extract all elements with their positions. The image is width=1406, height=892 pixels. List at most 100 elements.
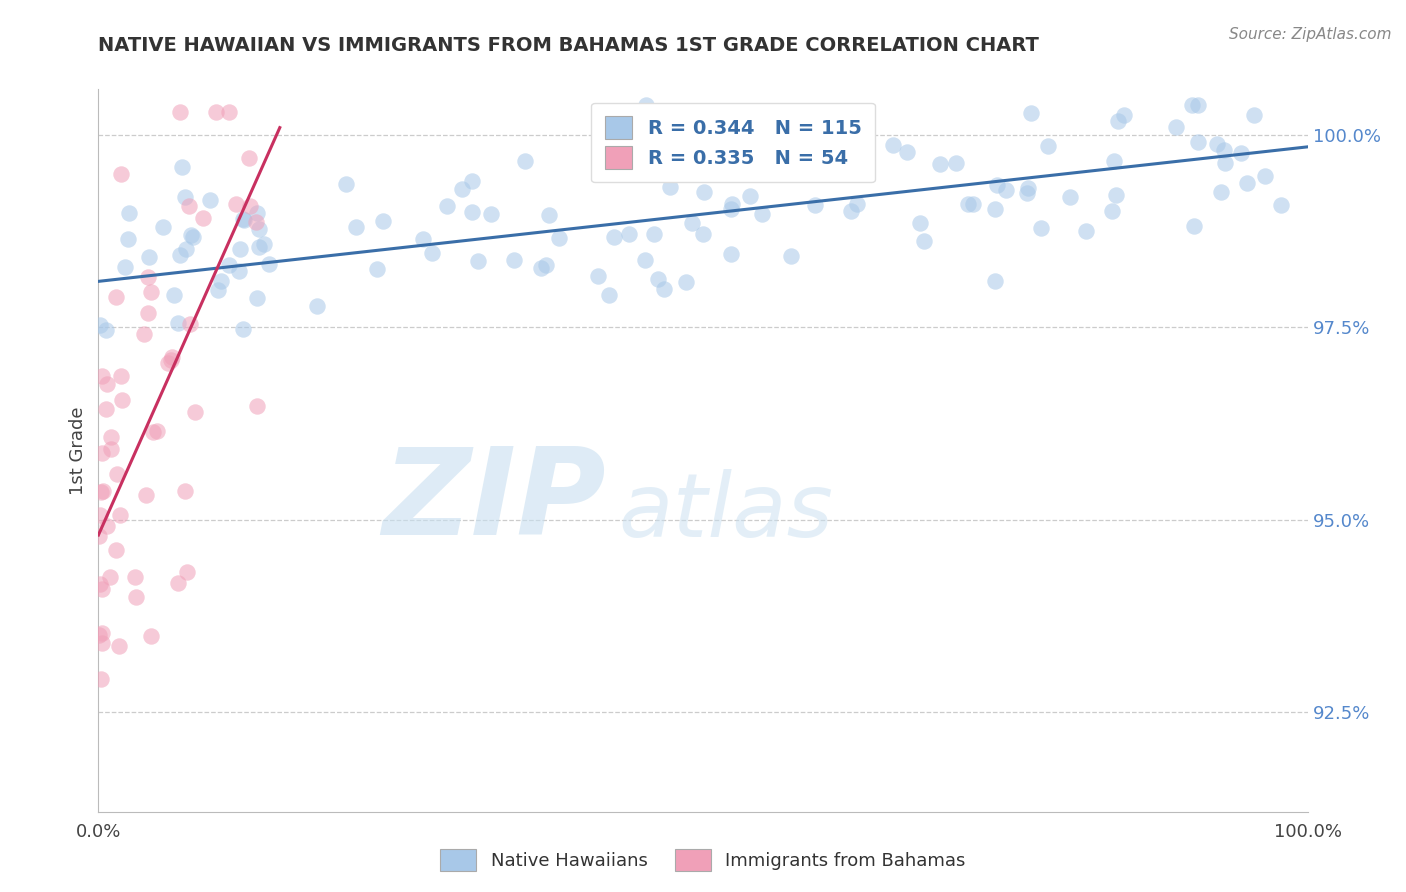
Point	[142, 425, 165, 439]
Point	[839, 203, 862, 218]
Point	[117, 206, 139, 220]
Point	[141, 285, 163, 299]
Point	[1017, 180, 1039, 194]
Point	[225, 196, 247, 211]
Point	[218, 258, 240, 272]
Point	[136, 270, 159, 285]
Point	[681, 216, 703, 230]
Point	[105, 467, 128, 481]
Point	[174, 242, 197, 256]
Point	[209, 274, 232, 288]
Point	[665, 166, 688, 180]
Point	[146, 424, 169, 438]
Legend: R = 0.344   N = 115, R = 0.335   N = 54: R = 0.344 N = 115, R = 0.335 N = 54	[592, 103, 875, 183]
Point	[179, 318, 201, 332]
Point	[643, 227, 665, 241]
Point	[90, 636, 112, 650]
Point	[647, 271, 669, 285]
Point	[912, 234, 935, 248]
Text: ZIP: ZIP	[382, 442, 606, 559]
Y-axis label: 1st Grade: 1st Grade	[69, 406, 87, 495]
Point	[160, 350, 183, 364]
Point	[652, 282, 675, 296]
Point	[207, 283, 229, 297]
Point	[238, 151, 260, 165]
Point	[198, 193, 221, 207]
Point	[721, 196, 744, 211]
Point	[108, 639, 131, 653]
Point	[100, 442, 122, 456]
Point	[247, 222, 270, 236]
Point	[180, 227, 202, 242]
Point	[239, 199, 262, 213]
Point	[692, 227, 714, 241]
Point	[479, 207, 502, 221]
Point	[96, 519, 118, 533]
Point	[90, 672, 112, 686]
Point	[675, 275, 697, 289]
Point	[467, 254, 489, 268]
Point	[598, 287, 620, 301]
Point	[1213, 143, 1236, 157]
Point	[1181, 97, 1204, 112]
Point	[108, 508, 131, 523]
Point	[191, 211, 214, 226]
Point	[253, 236, 276, 251]
Point	[720, 247, 742, 261]
Point	[461, 174, 484, 188]
Point	[110, 368, 132, 383]
Point	[846, 197, 869, 211]
Point	[124, 570, 146, 584]
Point	[156, 356, 179, 370]
Point	[125, 590, 148, 604]
Point	[1017, 186, 1039, 200]
Point	[1114, 108, 1136, 122]
Point	[179, 199, 201, 213]
Point	[813, 156, 835, 170]
Point	[1102, 154, 1125, 169]
Point	[779, 249, 801, 263]
Point	[105, 290, 128, 304]
Point	[1031, 220, 1053, 235]
Point	[693, 185, 716, 199]
Point	[1236, 176, 1258, 190]
Point	[1164, 120, 1187, 134]
Point	[603, 230, 626, 244]
Point	[586, 269, 609, 284]
Point	[1243, 108, 1265, 122]
Point	[232, 322, 254, 336]
Point	[111, 392, 134, 407]
Point	[908, 216, 931, 230]
Point	[257, 257, 280, 271]
Point	[96, 377, 118, 392]
Point	[335, 177, 357, 191]
Point	[91, 582, 114, 596]
Point	[173, 190, 195, 204]
Point	[305, 299, 328, 313]
Point	[91, 626, 114, 640]
Point	[132, 326, 155, 341]
Point	[634, 252, 657, 267]
Point	[181, 230, 204, 244]
Point	[167, 576, 190, 591]
Point	[245, 399, 267, 413]
Point	[855, 153, 877, 168]
Point	[98, 570, 121, 584]
Point	[983, 202, 1005, 217]
Point	[105, 542, 128, 557]
Point	[1059, 190, 1081, 204]
Point	[450, 181, 472, 195]
Point	[167, 316, 190, 330]
Point	[536, 258, 558, 272]
Point	[94, 402, 117, 417]
Point	[228, 264, 250, 278]
Point	[1187, 135, 1209, 149]
Point	[173, 483, 195, 498]
Point	[984, 275, 1007, 289]
Point	[420, 246, 443, 260]
Point	[90, 485, 112, 500]
Point	[1187, 97, 1209, 112]
Point	[962, 197, 984, 211]
Point	[169, 247, 191, 261]
Text: Source: ZipAtlas.com: Source: ZipAtlas.com	[1229, 27, 1392, 42]
